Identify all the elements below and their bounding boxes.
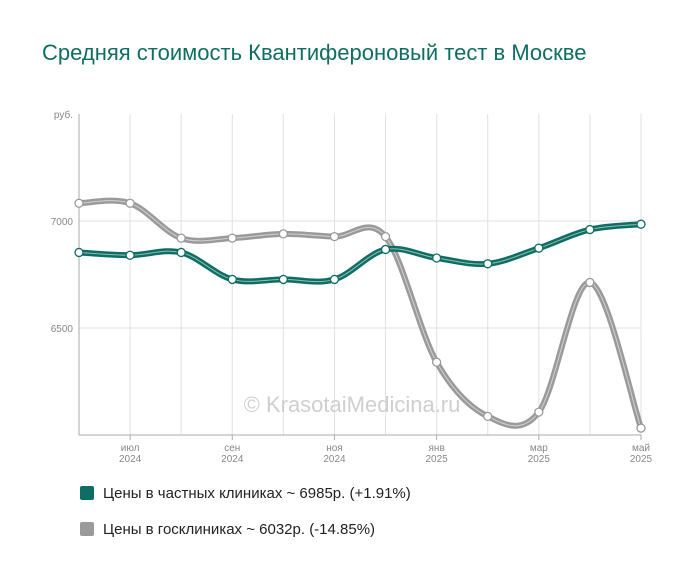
x-tick-year: 2025 xyxy=(630,454,653,465)
grid-lines xyxy=(78,114,642,435)
data-point xyxy=(125,198,135,208)
data-point xyxy=(431,357,442,367)
x-tick-label: янв 2025 xyxy=(426,443,449,465)
legend: Цены в частных клиниках ~ 6985р. (+1.91%… xyxy=(80,482,411,554)
x-tick-label: ноя 2024 xyxy=(323,443,346,465)
x-tick-month: сен xyxy=(224,443,240,454)
series-0 xyxy=(74,219,646,285)
data-point xyxy=(585,277,595,288)
legend-item-1: Цены в госклиниках ~ 6032р. (-14.85%) xyxy=(80,518,411,540)
x-tick-year: 2024 xyxy=(221,454,244,465)
x-tick-month: июл xyxy=(121,443,140,454)
series-line xyxy=(76,221,644,285)
y-tick-label: 7000 xyxy=(51,217,74,228)
data-point xyxy=(585,224,595,235)
x-tick-month: ноя xyxy=(326,443,343,454)
x-tick-label: май 2025 xyxy=(630,443,653,465)
x-tick-year: 2025 xyxy=(528,454,551,465)
legend-item-0: Цены в частных клиниках ~ 6985р. (+1.91%… xyxy=(80,482,411,504)
data-point xyxy=(483,411,493,422)
data-point xyxy=(483,259,493,269)
legend-swatch xyxy=(80,522,94,536)
series xyxy=(74,197,646,433)
x-tick-year: 2025 xyxy=(426,454,449,465)
data-point xyxy=(534,407,544,417)
legend-label: Цены в частных клиниках ~ 6985р. (+1.91%… xyxy=(103,484,411,502)
data-point xyxy=(74,247,84,258)
x-tick-year: 2024 xyxy=(323,454,346,465)
data-point xyxy=(74,198,84,208)
x-tick-year: 2024 xyxy=(119,454,142,465)
data-point xyxy=(176,233,186,243)
data-point xyxy=(380,231,391,242)
chart-title: Средняя стоимость Квантифероновый тест в… xyxy=(42,40,587,65)
data-point xyxy=(227,274,237,285)
data-point xyxy=(176,247,186,258)
data-point xyxy=(278,229,289,239)
data-point xyxy=(227,233,237,243)
x-tick-label: июл 2024 xyxy=(119,443,142,465)
x-tick-label: мар 2025 xyxy=(528,443,551,465)
data-point xyxy=(636,423,646,433)
data-point xyxy=(534,243,544,253)
data-point xyxy=(380,244,391,255)
data-point xyxy=(329,231,340,242)
y-axis-label: руб. xyxy=(54,109,73,121)
legend-label: Цены в госклиниках ~ 6032р. (-14.85%) xyxy=(103,520,376,538)
data-point xyxy=(636,219,646,229)
data-point xyxy=(329,274,340,285)
x-tick-label: сен 2024 xyxy=(221,443,244,465)
x-tick-month: янв xyxy=(429,443,445,454)
data-point xyxy=(125,250,135,260)
x-tick-month: мар xyxy=(530,443,548,454)
series-1 xyxy=(74,197,646,433)
y-tick-label: 6500 xyxy=(51,324,74,335)
data-point xyxy=(278,274,289,285)
legend-swatch xyxy=(80,486,94,500)
x-tick-month: май xyxy=(632,443,650,454)
watermark: © KrasotaiMedicina.ru xyxy=(244,392,461,417)
data-point xyxy=(431,253,442,263)
